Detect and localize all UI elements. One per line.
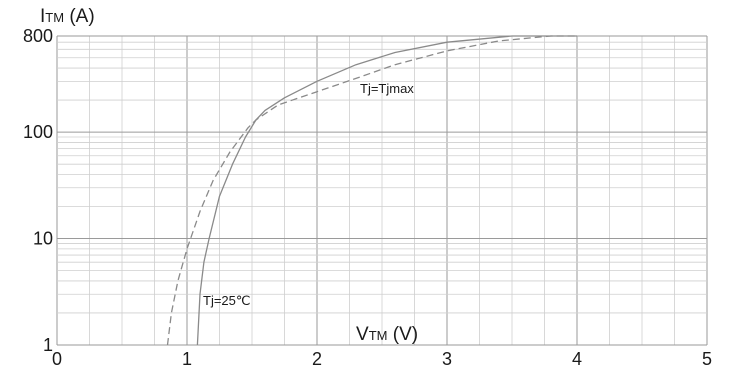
y-tick-label: 800 (23, 26, 53, 46)
x-tick-label: 0 (52, 349, 62, 369)
x-tick-label: 2 (312, 349, 322, 369)
x-axis-title-unit: (V) (387, 324, 418, 345)
y-axis-title-unit: (A) (64, 6, 95, 27)
x-axis-title: VTM (V) (356, 324, 418, 345)
y-tick-label: 100 (23, 122, 53, 142)
x-tick-label: 5 (702, 349, 712, 369)
y-tick-label: 1 (43, 335, 53, 355)
annotation-tj-max: Tj=Tjmax (360, 81, 414, 96)
x-tick-label: 4 (572, 349, 582, 369)
x-axis-title-main: V (356, 324, 369, 345)
x-axis-title-sub: TM (369, 328, 388, 343)
y-axis-title: ITM (A) (40, 6, 95, 27)
y-axis-title-sub: TM (45, 10, 64, 25)
annotation-tj-25: Tj=25℃ (203, 293, 250, 308)
y-tick-label: 10 (33, 229, 53, 249)
x-tick-label: 3 (442, 349, 452, 369)
x-tick-label: 1 (182, 349, 192, 369)
